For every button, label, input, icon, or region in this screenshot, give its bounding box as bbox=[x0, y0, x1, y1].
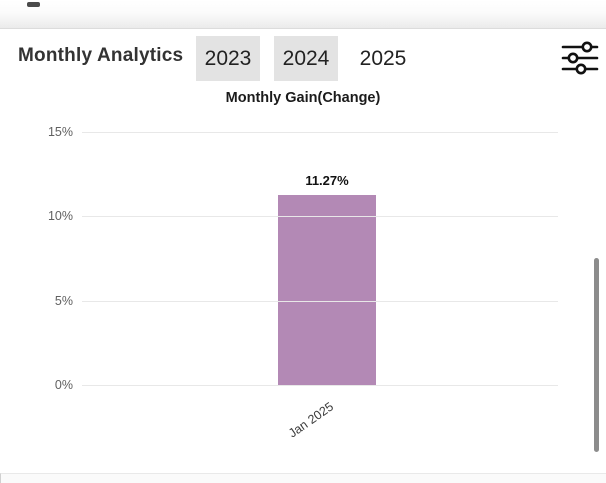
gridline bbox=[82, 216, 558, 218]
year-tab-2024[interactable]: 2024 bbox=[274, 36, 338, 81]
x-axis-tick-label: Jan 2025 bbox=[285, 399, 337, 441]
y-axis-tick-label: 0% bbox=[54, 378, 73, 392]
vertical-scrollbar-thumb[interactable] bbox=[594, 258, 599, 452]
top-left-artifact bbox=[27, 2, 40, 7]
y-axis-tick-label: 5% bbox=[54, 293, 73, 308]
gridline bbox=[82, 132, 558, 133]
bar-jan-2025[interactable] bbox=[278, 194, 376, 385]
y-axis-tick-label: 10% bbox=[47, 209, 73, 224]
top-gradient-band bbox=[0, 0, 606, 29]
year-tab-label: 2023 bbox=[204, 46, 252, 70]
gridline bbox=[82, 385, 558, 386]
gridline bbox=[82, 300, 558, 302]
analytics-header: Monthly Analytics 2023 2024 2025 bbox=[0, 29, 606, 83]
year-tab-label: 2024 bbox=[282, 46, 330, 70]
y-axis-tick-label: 15% bbox=[47, 125, 73, 139]
plot-area: 11.27% 0% 5% 10% 15% bbox=[48, 125, 558, 392]
year-tab-label: 2025 bbox=[359, 46, 407, 70]
bar-value-label: 11.27% bbox=[305, 172, 349, 188]
bottom-border-band bbox=[0, 473, 606, 483]
year-tab-2023[interactable]: 2023 bbox=[196, 36, 260, 81]
filter-sliders-button[interactable] bbox=[558, 38, 602, 82]
chart-title: Monthly Gain(Change) bbox=[225, 90, 381, 106]
page-title: Monthly Analytics bbox=[18, 45, 184, 66]
year-tab-2025[interactable]: 2025 bbox=[351, 36, 415, 81]
sliders-icon bbox=[560, 38, 600, 83]
